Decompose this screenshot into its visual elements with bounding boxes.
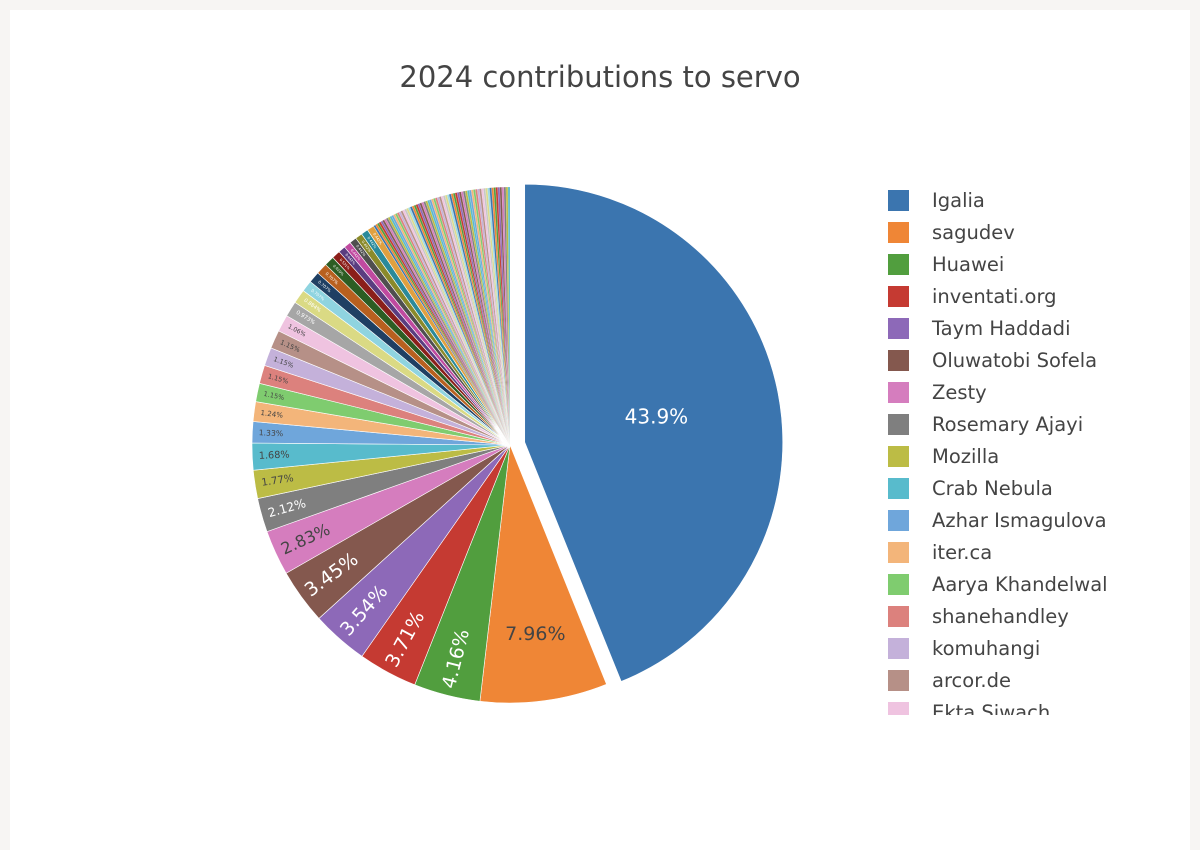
legend-label: Huawei — [932, 252, 1005, 276]
legend[interactable]: Igalia sagudev Huawei inventati.org Taym Had… — [888, 184, 1178, 715]
legend-item[interactable]: iter.ca — [888, 536, 1178, 568]
legend-swatch — [888, 477, 909, 499]
legend-swatch — [888, 509, 909, 531]
legend-label: Ekta Siwach — [932, 700, 1051, 716]
legend-item[interactable]: Azhar Ismagulova — [888, 504, 1178, 536]
pie-slice-igalia[interactable] — [524, 183, 784, 682]
pie-slice-label: 0.442% — [361, 240, 372, 254]
pie-slice-tiny-69[interactable] — [507, 186, 511, 446]
pie-slice-label: 1.24% — [260, 408, 284, 420]
legend-swatch — [888, 317, 909, 339]
legend-label: inventati.org — [932, 284, 1057, 308]
pie-slice-label: 7.96% — [505, 623, 565, 645]
legend-item[interactable]: inventati.org — [888, 280, 1178, 312]
legend-swatch — [888, 573, 909, 595]
legend-swatch — [888, 445, 909, 467]
legend-label: arcor.de — [932, 668, 1011, 692]
legend-swatch — [888, 253, 909, 275]
legend-swatch — [888, 189, 909, 211]
pie-slices — [251, 183, 784, 704]
legend-swatch — [888, 413, 909, 435]
legend-swatch — [888, 669, 909, 691]
legend-item[interactable]: shanehandley — [888, 600, 1178, 632]
legend-item[interactable]: Crab Nebula — [888, 472, 1178, 504]
legend-swatch — [888, 541, 909, 563]
legend-swatch — [888, 381, 909, 403]
legend-item[interactable]: Mozilla — [888, 440, 1178, 472]
legend-label: Mozilla — [932, 444, 1000, 468]
legend-item[interactable]: Taym Haddadi — [888, 312, 1178, 344]
pie-slice-label: 0.442% — [366, 236, 377, 250]
pie-slice-label: 0.442% — [350, 248, 362, 261]
legend-swatch — [888, 637, 909, 659]
legend-item[interactable]: komuhangi — [888, 632, 1178, 664]
legend-swatch — [888, 221, 909, 243]
legend-label: Rosemary Ajayi — [932, 412, 1084, 436]
legend-item[interactable]: Aarya Khandelwal — [888, 568, 1178, 600]
legend-label: Taym Haddadi — [932, 316, 1071, 340]
legend-item[interactable]: Zesty — [888, 376, 1178, 408]
legend-label: iter.ca — [932, 540, 993, 564]
legend-item[interactable]: Oluwatobi Sofela — [888, 344, 1178, 376]
legend-item[interactable]: Igalia — [888, 184, 1178, 216]
legend-swatch — [888, 701, 909, 715]
legend-swatch — [888, 349, 909, 371]
legend-label: Aarya Khandelwal — [932, 572, 1108, 596]
chart-title: 2024 contributions to servo — [399, 60, 801, 94]
pie-slice-label: 43.9% — [625, 405, 689, 429]
pie-slice-label: 0.442% — [372, 232, 383, 246]
legend-label: Oluwatobi Sofela — [932, 348, 1098, 372]
legend-label: komuhangi — [932, 636, 1041, 660]
legend-label: Zesty — [932, 380, 987, 404]
legend-label: Igalia — [932, 188, 985, 212]
legend-swatch — [888, 285, 909, 307]
pie-slice-label: 1.33% — [259, 428, 284, 438]
legend-item[interactable]: Huawei — [888, 248, 1178, 280]
legend-item[interactable]: Rosemary Ajayi — [888, 408, 1178, 440]
legend-item[interactable]: arcor.de — [888, 664, 1178, 696]
legend-swatch — [888, 605, 909, 627]
legend-item[interactable]: Ekta Siwach — [888, 696, 1178, 715]
legend-label: shanehandley — [932, 604, 1069, 628]
pie-slice-label: 0.442% — [355, 244, 367, 258]
pie-slice-label: 1.77% — [261, 473, 295, 489]
pie-slice-sagudev[interactable] — [479, 444, 607, 704]
legend-label: Crab Nebula — [932, 476, 1053, 500]
legend-item[interactable]: sagudev — [888, 216, 1178, 248]
legend-label: sagudev — [932, 220, 1015, 244]
pie-slice-label: 1.68% — [259, 449, 290, 461]
legend-label: Azhar Ismagulova — [932, 508, 1107, 532]
